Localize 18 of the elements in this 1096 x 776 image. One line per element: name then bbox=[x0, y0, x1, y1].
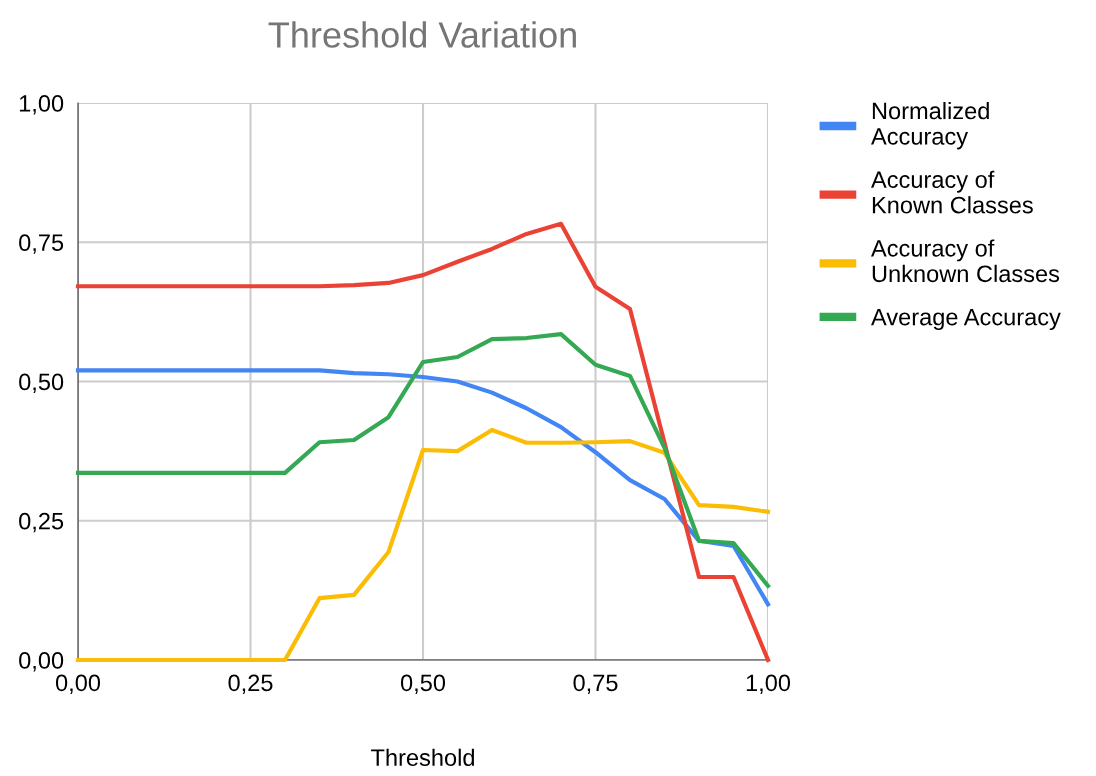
x-tick-label: 1,00 bbox=[746, 674, 791, 695]
x-tick-label: 0,00 bbox=[55, 674, 101, 695]
legend-label: Average Accuracy bbox=[871, 308, 1061, 331]
y-tick-label: 0,25 bbox=[19, 512, 64, 533]
y-tick-label: 0,75 bbox=[19, 234, 64, 254]
y-tick-label: 1,00 bbox=[19, 95, 64, 115]
y-tick-label: 0,00 bbox=[19, 652, 64, 672]
legend-label: Normalized Accuracy bbox=[871, 101, 989, 150]
legend-label: Accuracy of Known Classes bbox=[871, 170, 1033, 214]
chart-title: Threshold Variation bbox=[268, 21, 576, 48]
x-tick-label: 0,75 bbox=[573, 674, 618, 695]
line-series bbox=[75, 332, 771, 589]
x-axis-title: Threshold bbox=[371, 748, 474, 767]
x-tick-label: 0,50 bbox=[400, 674, 446, 695]
y-tick-label: 0,50 bbox=[19, 373, 64, 394]
x-tick-label: 0,25 bbox=[228, 674, 273, 695]
legend-label: Accuracy of Unknown Classes bbox=[871, 239, 1060, 283]
line-series bbox=[75, 368, 771, 607]
